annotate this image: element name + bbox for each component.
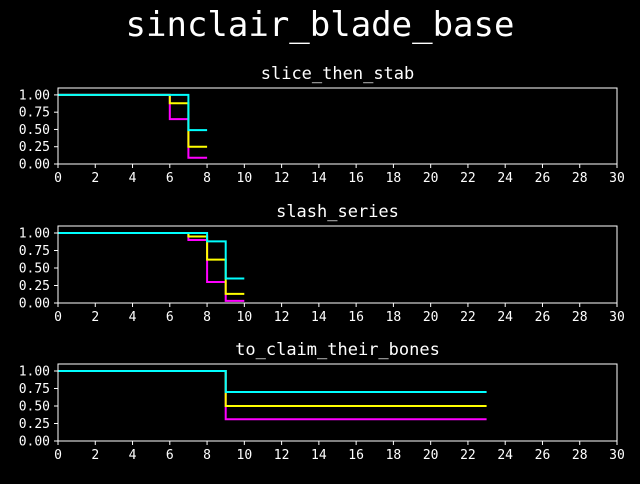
chart-1-series-3-line [58,93,208,132]
chart-3-ytick-label: 0.00 [19,435,50,450]
chart-1-xtick-label: 22 [460,171,476,186]
chart-3-ytick-label: 0.50 [19,400,50,415]
chart-3-xtick-label: 26 [535,448,551,463]
chart-2-ytick-label: 0.50 [19,262,50,277]
chart-1-xtick-label: 10 [237,171,253,186]
chart-3-series-1-line [58,370,487,421]
chart-2-xtick-label: 8 [203,310,211,325]
chart-1-title: slice_then_stab [261,64,415,84]
chart-1-xtick-label: 0 [54,171,62,186]
chart-3-series-3-line [58,370,487,393]
chart-1-series-2-line [58,93,208,148]
chart-3-xtick-label: 14 [311,448,327,463]
chart-2-series-1-line [58,232,245,302]
chart-2-xtick-label: 4 [129,310,137,325]
chart-2-xtick-label: 16 [348,310,364,325]
chart-1-xtick-label: 6 [166,171,174,186]
chart-1-ytick-label: 1.00 [19,88,50,103]
chart-1-xtick-label: 16 [348,171,364,186]
chart-1-xtick-label: 30 [609,171,625,186]
chart-3-frame [57,363,618,442]
chart-2-xtick-label: 24 [497,310,513,325]
chart-3-xtick-label: 0 [54,448,62,463]
chart-1-ytick-label: 0.25 [19,140,50,155]
chart-3-title: to_claim_their_bones [235,340,440,360]
chart-1-xtick-label: 8 [203,171,211,186]
chart-2-xtick-label: 2 [91,310,99,325]
chart-2-ytick-label: 0.75 [19,244,50,259]
figure-title: sinclair_blade_base [126,5,515,45]
chart-3-xtick-label: 16 [348,448,364,463]
chart-2-ytick-label: 1.00 [19,227,50,242]
chart-1-series-1-line [58,93,208,159]
chart-1-ytick-label: 0.75 [19,106,50,121]
chart-2-xtick-label: 22 [460,310,476,325]
chart-2-xtick-label: 10 [237,310,253,325]
chart-3-xtick-label: 4 [129,448,137,463]
chart-3-xtick-label: 24 [497,448,513,463]
chart-3-series-2-line [58,370,487,407]
chart-2-xtick-label: 12 [274,310,290,325]
chart-3-xtick-label: 18 [386,448,402,463]
chart-3-ytick-label: 0.25 [19,417,50,432]
chart-2-series-3-line [58,232,245,280]
chart-3-xtick-label: 2 [91,448,99,463]
chart-2-frame [57,225,618,304]
chart-2-xtick-label: 26 [535,310,551,325]
chart-2-ytick-label: 0.25 [19,279,50,294]
chart-3-xtick-label: 12 [274,448,290,463]
chart-2-title: slash_series [276,202,399,222]
chart-2-xtick-label: 6 [166,310,174,325]
chart-1-xtick-label: 12 [274,171,290,186]
chart-1-xtick-label: 4 [129,171,137,186]
chart-2-ytick-label: 0.00 [19,297,50,312]
chart-3-xtick-label: 6 [166,448,174,463]
chart-1-xtick-label: 18 [386,171,402,186]
chart-3-xtick-label: 10 [237,448,253,463]
chart-1-xtick-label: 14 [311,171,327,186]
chart-3-xtick-label: 30 [609,448,625,463]
chart-1-xtick-label: 24 [497,171,513,186]
chart-1-xtick-label: 20 [423,171,439,186]
chart-2-xtick-label: 14 [311,310,327,325]
chart-1-ytick-label: 0.50 [19,123,50,138]
chart-1-frame [57,87,618,165]
chart-1-xtick-label: 26 [535,171,551,186]
chart-3-xtick-label: 20 [423,448,439,463]
chart-3-xtick-label: 22 [460,448,476,463]
chart-3-ytick-label: 0.75 [19,382,50,397]
chart-2-xtick-label: 0 [54,310,62,325]
chart-2-xtick-label: 18 [386,310,402,325]
chart-3-xtick-label: 8 [203,448,211,463]
chart-1-xtick-label: 28 [572,171,588,186]
chart-2-xtick-label: 30 [609,310,625,325]
chart-3-xtick-label: 28 [572,448,588,463]
chart-3-ytick-label: 1.00 [19,365,50,380]
chart-1-xtick-label: 2 [91,171,99,186]
chart-2-xtick-label: 20 [423,310,439,325]
chart-1-ytick-label: 0.00 [19,158,50,173]
chart-2-xtick-label: 28 [572,310,588,325]
